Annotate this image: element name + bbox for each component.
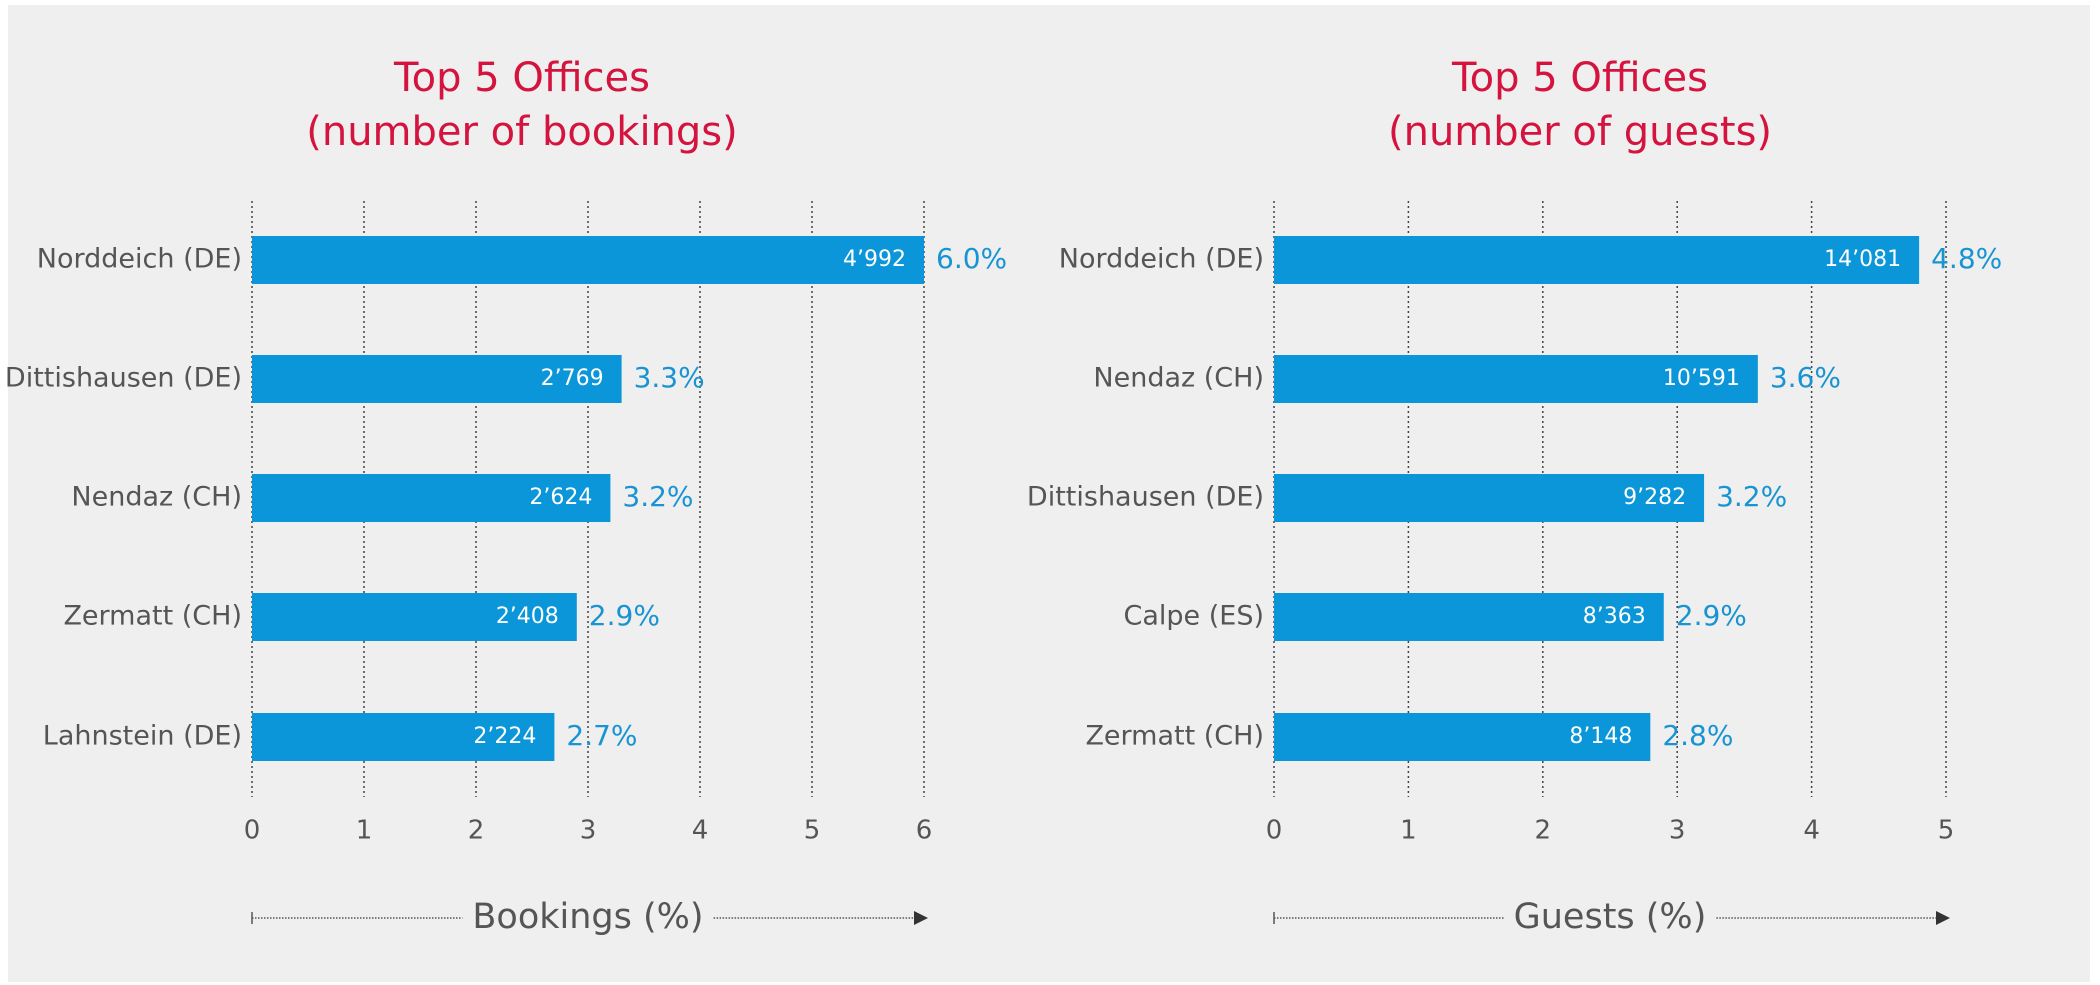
x-tick-label: 1 — [356, 816, 373, 846]
bar — [252, 713, 555, 761]
bar — [1274, 355, 1758, 403]
category-label: Zermatt (CH) — [63, 601, 242, 632]
category-label: Dittishausen (DE) — [1027, 482, 1264, 513]
x-axis-label: Bookings (%) — [472, 897, 703, 937]
value-label: 2.9% — [1676, 599, 1747, 632]
chart-title: (number of guests) — [1388, 109, 1772, 155]
x-tick-label: 2 — [1535, 816, 1552, 846]
bar-label: 14’081 — [1824, 247, 1901, 272]
bar — [1274, 474, 1705, 522]
category-label: Norddeich (DE) — [1059, 244, 1264, 275]
bar — [252, 236, 924, 284]
category-label: Norddeich (DE) — [37, 244, 242, 275]
bar — [1274, 713, 1651, 761]
x-tick-label: 6 — [916, 816, 933, 846]
x-tick-label: 0 — [1266, 816, 1283, 846]
x-tick-label: 0 — [244, 816, 261, 846]
category-label: Calpe (ES) — [1124, 601, 1265, 632]
x-tick-label: 3 — [1669, 816, 1686, 846]
value-label: 3.2% — [1716, 480, 1787, 513]
bar-label: 2’624 — [529, 485, 592, 510]
bar-label: 10’591 — [1663, 366, 1740, 391]
value-label: 4.8% — [1931, 242, 2002, 275]
axis-arrow-head — [1936, 911, 1950, 925]
category-label: Nendaz (CH) — [71, 482, 242, 513]
bar — [252, 355, 622, 403]
category-label: Nendaz (CH) — [1093, 363, 1264, 394]
bar-label: 4’992 — [843, 247, 906, 272]
bar — [252, 593, 577, 641]
value-label: 2.7% — [566, 719, 637, 752]
bar-label: 2’224 — [473, 724, 536, 749]
x-axis-label: Guests (%) — [1514, 897, 1707, 937]
value-label: 6.0% — [936, 242, 1007, 275]
x-tick-label: 2 — [468, 816, 485, 846]
value-label: 3.6% — [1770, 361, 1841, 394]
chart-title: Top 5 Offices — [1451, 55, 1708, 101]
bar-label: 9’282 — [1623, 485, 1686, 510]
value-label: 3.3% — [634, 361, 705, 394]
bar — [252, 474, 611, 522]
x-tick-label: 5 — [804, 816, 821, 846]
category-label: Dittishausen (DE) — [5, 363, 242, 394]
x-tick-label: 1 — [1400, 816, 1417, 846]
bar-label: 2’769 — [541, 366, 604, 391]
bar — [1274, 236, 1920, 284]
x-tick-label: 5 — [1938, 816, 1955, 846]
value-label: 3.2% — [622, 480, 693, 513]
bar — [1274, 593, 1664, 641]
category-label: Zermatt (CH) — [1085, 721, 1264, 752]
category-label: Lahnstein (DE) — [43, 721, 242, 752]
bar-label: 8’363 — [1583, 604, 1646, 629]
axis-arrow-head — [914, 911, 928, 925]
value-label: 2.9% — [589, 599, 660, 632]
bar-label: 2’408 — [496, 604, 559, 629]
chart-title: (number of bookings) — [306, 109, 738, 155]
x-tick-label: 4 — [1803, 816, 1820, 846]
value-label: 2.8% — [1662, 719, 1733, 752]
bar-label: 8’148 — [1569, 724, 1632, 749]
x-tick-label: 3 — [580, 816, 597, 846]
chart-title: Top 5 Offices — [393, 55, 650, 101]
x-tick-label: 4 — [692, 816, 709, 846]
